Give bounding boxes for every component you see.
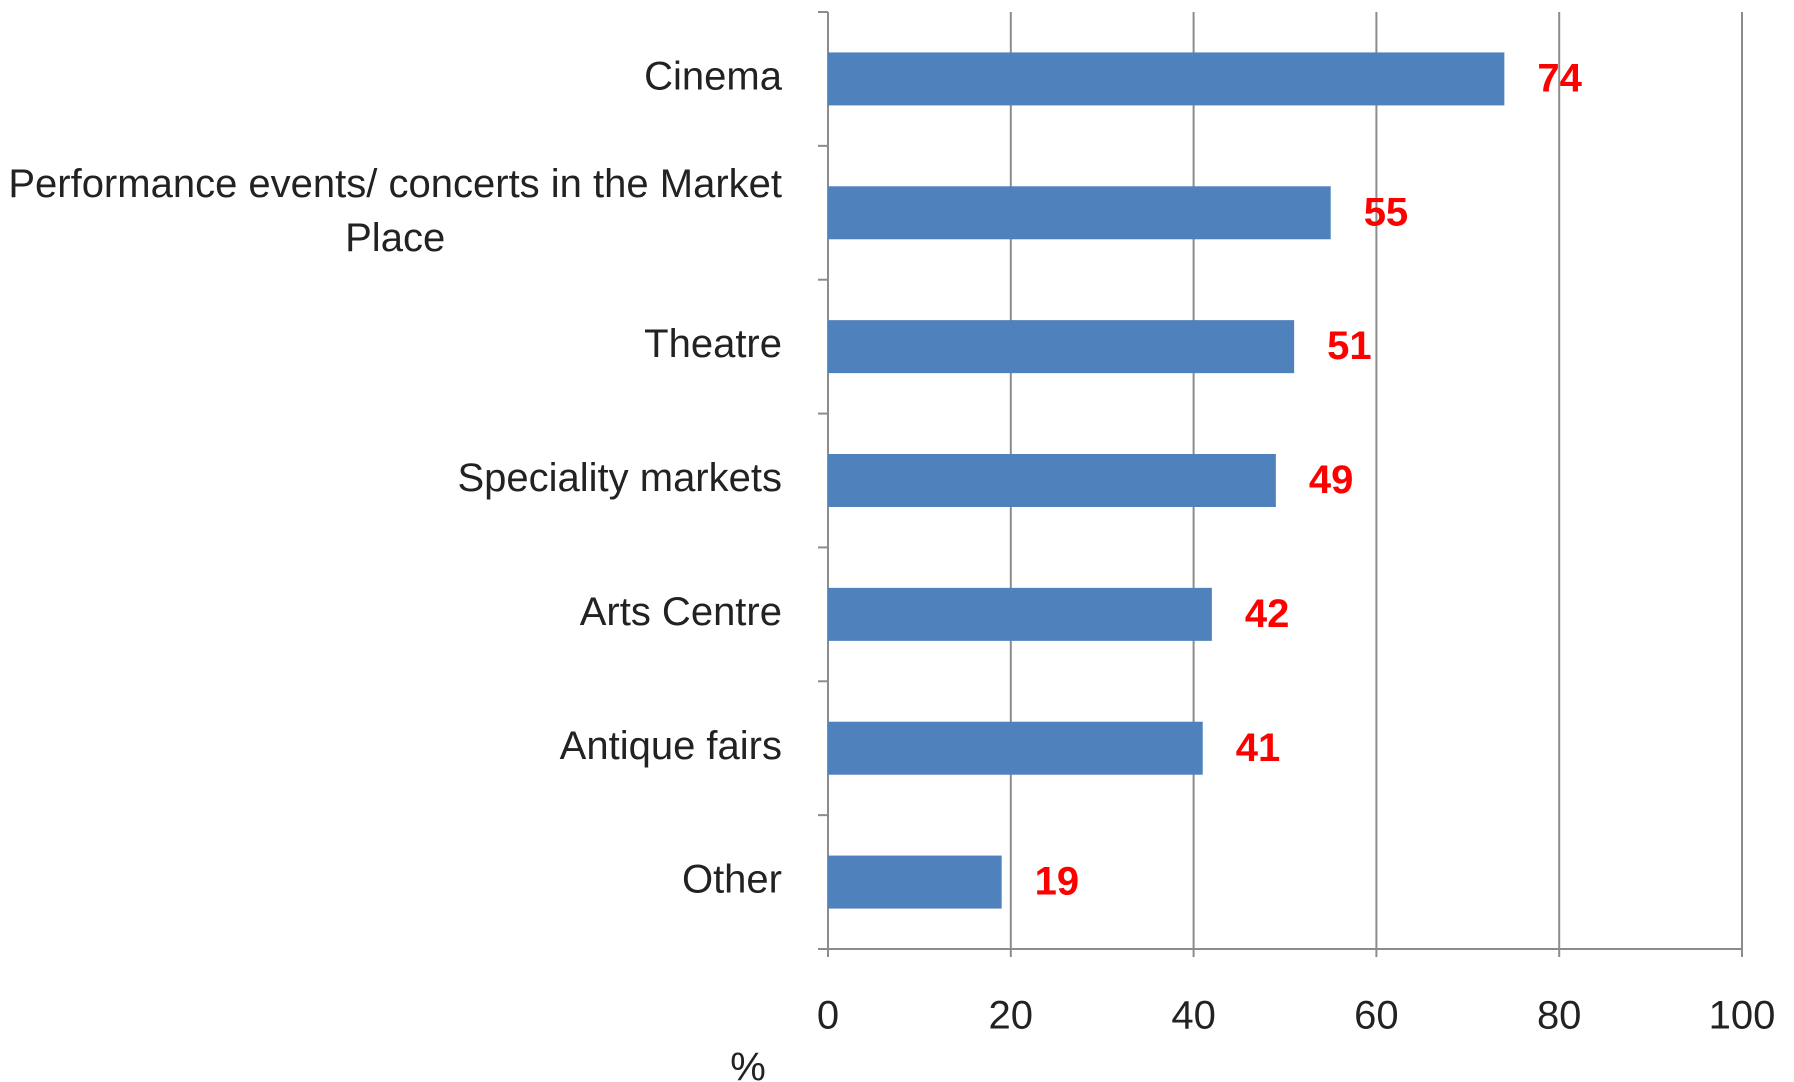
value-label: 42 [1245, 592, 1290, 636]
y-tick-label: Speciality markets [457, 456, 782, 500]
label-line: Place [345, 215, 445, 259]
bar [828, 320, 1295, 374]
bar [828, 721, 1203, 775]
value-label: 55 [1364, 190, 1409, 234]
x-tick-label: 100 [1709, 994, 1776, 1038]
bar [828, 186, 1331, 240]
x-tick-label: 0 [817, 994, 839, 1038]
y-tick-label: Theatre [644, 322, 782, 366]
y-tick-label: Other [682, 858, 782, 902]
x-tick-label: 40 [1171, 994, 1216, 1038]
bar [828, 454, 1276, 507]
value-label: 19 [1035, 860, 1080, 904]
y-tick-label: Antique fairs [560, 724, 782, 768]
x-tick-label: 60 [1354, 994, 1399, 1038]
x-axis-label: % [730, 1046, 766, 1082]
bar [828, 52, 1505, 106]
value-label: 74 [1537, 56, 1582, 100]
y-tick-label: Cinema [644, 54, 783, 98]
y-tick-label: Arts Centre [580, 590, 782, 634]
value-label: 41 [1236, 726, 1281, 770]
value-label: 49 [1309, 458, 1354, 502]
y-tick-label: Performance events/ concerts in the Mark… [8, 161, 782, 259]
x-tick-label: 20 [989, 994, 1034, 1038]
bar [828, 587, 1212, 641]
label-line: Performance events/ concerts in the Mark… [8, 161, 782, 205]
value-label: 51 [1327, 324, 1372, 368]
bar [828, 855, 1002, 909]
x-tick-label: 80 [1537, 994, 1582, 1038]
